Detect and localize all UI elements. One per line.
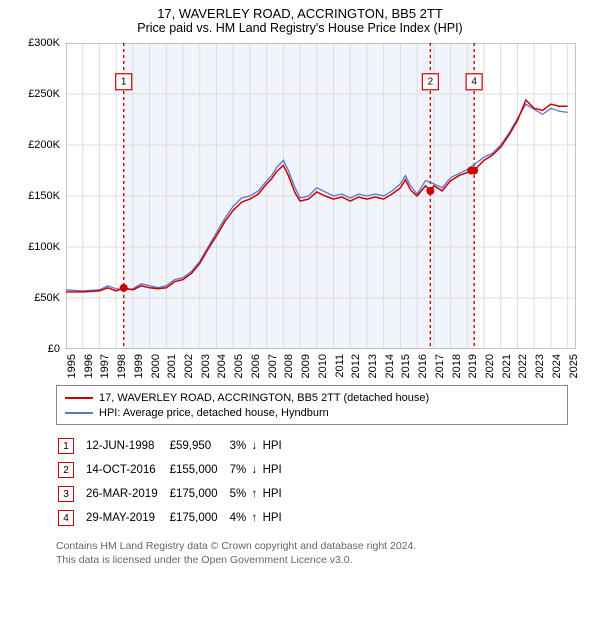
event-delta: 7% ↓ HPI (230, 459, 292, 481)
event-price: £155,000 (170, 459, 228, 481)
x-tick-label: 1999 (133, 354, 145, 388)
legend-row: HPI: Average price, detached house, Hynd… (65, 405, 559, 420)
svg-text:1: 1 (121, 76, 127, 87)
x-tick-label: 2020 (484, 354, 496, 388)
x-tick-label: 1995 (66, 354, 78, 388)
event-row: 3 26-MAR-2019£175,0005% ↑ HPI (58, 483, 292, 505)
x-tick-label: 2025 (568, 354, 580, 388)
event-price: £175,000 (170, 507, 228, 529)
legend-row: 17, WAVERLEY ROAD, ACCRINGTON, BB5 2TT (… (65, 390, 559, 405)
event-id-marker: 4 (58, 510, 74, 526)
x-tick-label: 1996 (83, 354, 95, 388)
footer-line-1: Contains HM Land Registry data © Crown c… (56, 539, 568, 553)
x-tick-label: 2007 (267, 354, 279, 388)
event-price: £175,000 (170, 483, 228, 505)
x-tick-label: 2016 (417, 354, 429, 388)
x-tick-label: 1997 (99, 354, 111, 388)
x-tick-label: 2006 (250, 354, 262, 388)
chart-subtitle: Price paid vs. HM Land Registry's House … (10, 21, 590, 35)
chart-canvas: 1 2 4 (66, 43, 576, 349)
x-tick-label: 2004 (216, 354, 228, 388)
event-delta: 4% ↑ HPI (230, 507, 292, 529)
x-tick-label: 2017 (434, 354, 446, 388)
x-tick-label: 2013 (367, 354, 379, 388)
x-tick-label: 2012 (350, 354, 362, 388)
event-date: 14-OCT-2016 (86, 459, 168, 481)
events-table: 112-JUN-1998£59,9503% ↓ HPI214-OCT-2016£… (56, 433, 294, 531)
y-tick-label: £250K (20, 88, 60, 100)
x-tick-label: 1998 (116, 354, 128, 388)
x-tick-label: 2005 (233, 354, 245, 388)
sale-dot (426, 187, 434, 195)
plot-area: 1 2 4 (66, 43, 576, 349)
event-date: 29-MAY-2019 (86, 507, 168, 529)
x-tick-label: 2008 (283, 354, 295, 388)
event-row: 1 12-JUN-1998£59,9503% ↓ HPI (58, 435, 292, 457)
y-tick-label: £150K (20, 190, 60, 202)
arrow-up-icon: ↑ (249, 512, 259, 524)
arrow-up-icon: ↑ (249, 488, 259, 500)
x-tick-label: 2001 (166, 354, 178, 388)
attribution-footer: Contains HM Land Registry data © Crown c… (56, 539, 568, 567)
svg-text:4: 4 (471, 76, 477, 87)
chart-area: 124 £0£50K£100K£150K£200K£250K£300K 1995… (20, 39, 580, 379)
legend-box: 17, WAVERLEY ROAD, ACCRINGTON, BB5 2TT (… (56, 385, 568, 425)
y-tick-label: £300K (20, 37, 60, 49)
x-tick-label: 2002 (183, 354, 195, 388)
x-tick-label: 2022 (517, 354, 529, 388)
event-delta: 3% ↓ HPI (230, 435, 292, 457)
x-tick-label: 2000 (150, 354, 162, 388)
legend-swatch (65, 397, 93, 399)
event-delta: 5% ↑ HPI (230, 483, 292, 505)
arrow-down-icon: ↓ (249, 440, 259, 452)
x-tick-label: 2015 (400, 354, 412, 388)
x-tick-label: 2003 (200, 354, 212, 388)
event-id-marker: 1 (58, 438, 74, 454)
y-tick-label: £0 (20, 343, 60, 355)
event-id-marker: 3 (58, 486, 74, 502)
event-price: £59,950 (170, 435, 228, 457)
x-tick-label: 2024 (551, 354, 563, 388)
arrow-down-icon: ↓ (249, 464, 259, 476)
event-row: 2 14-OCT-2016£155,0007% ↓ HPI (58, 459, 292, 481)
y-tick-label: £200K (20, 139, 60, 151)
x-tick-label: 2009 (300, 354, 312, 388)
chart-title: 17, WAVERLEY ROAD, ACCRINGTON, BB5 2TT (10, 6, 590, 21)
event-id-marker: 2 (58, 462, 74, 478)
sale-dot (120, 284, 128, 292)
x-tick-label: 2014 (384, 354, 396, 388)
x-tick-label: 2010 (317, 354, 329, 388)
event-date: 12-JUN-1998 (86, 435, 168, 457)
x-tick-label: 2021 (501, 354, 513, 388)
x-tick-label: 2018 (451, 354, 463, 388)
legend-label: HPI: Average price, detached house, Hynd… (99, 407, 329, 419)
sale-dot (470, 167, 478, 175)
y-tick-label: £100K (20, 241, 60, 253)
legend-swatch (65, 412, 93, 414)
svg-text:2: 2 (428, 76, 434, 87)
footer-line-2: This data is licensed under the Open Gov… (56, 553, 568, 567)
x-tick-label: 2023 (534, 354, 546, 388)
x-tick-label: 2011 (334, 354, 346, 388)
y-tick-label: £50K (20, 292, 60, 304)
event-date: 26-MAR-2019 (86, 483, 168, 505)
x-tick-label: 2019 (467, 354, 479, 388)
legend-label: 17, WAVERLEY ROAD, ACCRINGTON, BB5 2TT (… (99, 392, 429, 404)
event-row: 4 29-MAY-2019£175,0004% ↑ HPI (58, 507, 292, 529)
